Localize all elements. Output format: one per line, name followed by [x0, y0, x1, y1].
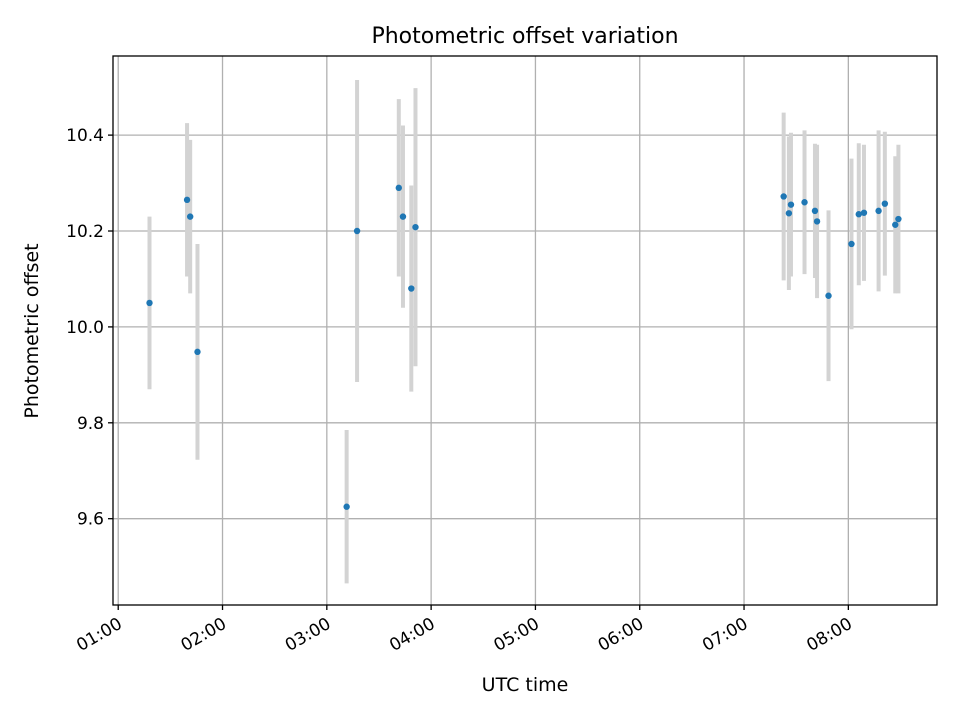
data-point	[825, 292, 832, 299]
chart-title: Photometric offset variation	[371, 24, 678, 49]
data-point	[399, 213, 407, 220]
plot-frame	[112, 55, 938, 606]
data-point	[343, 503, 350, 510]
data-point	[875, 207, 882, 215]
data-point	[813, 218, 821, 225]
data-point	[183, 196, 191, 204]
y-axis-label: Photometric offset	[21, 243, 43, 418]
data-point	[801, 199, 808, 206]
data-point	[194, 348, 201, 356]
data-point	[811, 207, 819, 215]
data-point	[848, 240, 855, 248]
y-tick-label: 9.8	[77, 414, 104, 434]
data-points	[146, 184, 902, 510]
data-point	[855, 211, 862, 218]
y-tick-label: 10.4	[66, 126, 104, 146]
data-point	[881, 200, 889, 207]
y-tick-label: 9.6	[77, 510, 104, 530]
data-point	[353, 227, 361, 235]
data-point	[785, 210, 793, 217]
data-point	[395, 184, 402, 192]
data-point	[892, 221, 899, 228]
data-point	[412, 223, 419, 231]
data-point	[186, 213, 194, 220]
data-point	[408, 285, 415, 292]
x-axis-label: UTC time	[482, 674, 569, 696]
data-point	[780, 193, 787, 200]
data-point	[787, 201, 795, 208]
y-tick-label: 10.0	[66, 318, 104, 338]
y-tick-label: 10.2	[66, 222, 104, 242]
data-point	[860, 209, 868, 216]
data-point	[146, 299, 153, 307]
grid	[113, 56, 937, 605]
data-point	[895, 215, 902, 223]
